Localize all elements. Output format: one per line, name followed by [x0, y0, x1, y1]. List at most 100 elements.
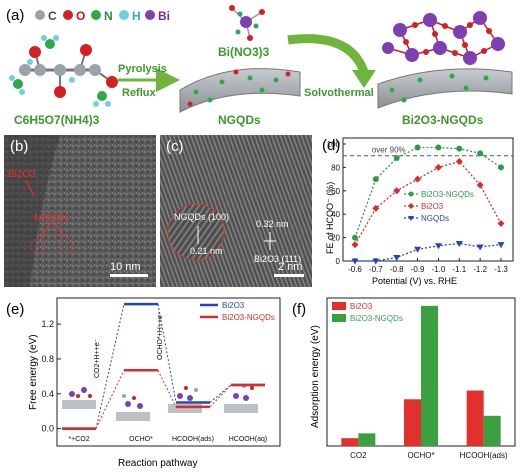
chart-e-category-label: HCOOH(ads) [172, 436, 214, 443]
annotation-ngqds-b: NGQDs [34, 213, 69, 224]
chart-e-ytick-label: 0.4 [41, 389, 54, 399]
chart-e-ytick-label: 0.8 [41, 354, 54, 364]
chart-d-legend-label: Bi2O3-NGQDs [421, 190, 474, 199]
legend-symbol-h: H [132, 9, 141, 23]
chart-e-connector [95, 303, 125, 429]
panel-a-label: (a) [6, 7, 24, 24]
legend-symbol-c: C [48, 9, 57, 23]
bi2o3-cluster [382, 11, 505, 65]
panel-f-label: (f) [292, 301, 306, 318]
chart-d-point [372, 258, 380, 265]
chart-d-point [477, 150, 484, 157]
legend-atom-n [91, 10, 101, 20]
chart-e-category-label: OCHO* [129, 436, 153, 443]
ngqd-lattice-region [167, 203, 225, 261]
chart-d-point [456, 145, 463, 152]
chart-d-point [351, 258, 359, 265]
chart-d-point [393, 155, 400, 162]
legend-atom-o [63, 10, 73, 20]
chart-d-point [497, 242, 505, 249]
panel-a: (a) C O N H Bi [6, 5, 513, 127]
chart-e-connector [209, 384, 232, 403]
chart-f-legend-label: Bi2O3-NGQDs [350, 314, 403, 323]
chart-f-bar [421, 305, 438, 446]
chart-d-point [372, 176, 379, 183]
chart-d-ytick-label: 0 [336, 257, 341, 266]
chart-e-connector [95, 370, 125, 429]
chart-d-point [372, 204, 380, 212]
chart-d-legend-marker [408, 216, 414, 221]
chart-d-point [455, 240, 463, 247]
chart-d-frame [342, 137, 514, 262]
chart-e-series [62, 302, 265, 430]
chart-d-legend-label: Bi2O3 [421, 202, 444, 211]
panel-c-label: (c) [166, 138, 184, 155]
chart-d-point [455, 158, 463, 166]
citrate-molecule [9, 35, 118, 107]
chart-e-legend-label: Bi2O3 [222, 301, 245, 310]
panel-b: (b) Bi2O3 NGQDs 10 nm [4, 135, 156, 287]
chart-f-bar [483, 415, 501, 446]
legend-atom-h [119, 10, 129, 20]
chart-d-point [434, 243, 442, 250]
panel-d-label: (d) [322, 137, 340, 154]
chart-d-legend-marker [408, 203, 414, 209]
chart-d-xtick-label: -0.6 [348, 265, 362, 274]
chart-e-connector [209, 384, 232, 408]
chart-e-xticks: *+CO2 OCHO* HCOOH(ads) HCOOH(aq) [68, 436, 267, 443]
arrow-solvothermal-head [352, 70, 376, 88]
chart-e-xlabel: Reaction pathway [118, 458, 198, 469]
chart-d-legend: Bi2O3-NGQDs Bi2O3 NGQDs [404, 190, 474, 223]
bi-nitrate-molecule [229, 5, 265, 41]
chart-f-xticks: CO2 OCHO* HCOOH(ads) [350, 451, 508, 460]
ngqd-circle-2 [58, 236, 74, 252]
chart-d-series-line [354, 160, 502, 245]
chart-d-xticks: -0.6 -0.7 -0.8 -0.9 -1.0 -1.1 -1.2 -1.3 [348, 258, 508, 274]
chart-d-threshold-label: over 90% [372, 146, 406, 155]
intermediate-label: NGQDs [218, 113, 261, 127]
chart-d-xtick-label: -1.1 [452, 265, 466, 274]
precursor-formula: C6H5O7(NH4)3 [14, 113, 100, 127]
chart-f-bar [341, 438, 359, 446]
annotation-ngqds-100: NGQDs (100) [174, 212, 229, 222]
product-sheet [377, 68, 513, 109]
chart-d-point [393, 254, 401, 261]
chart-f-legend-label: Bi2O3 [350, 302, 373, 311]
chart-d-yticks: 0 20 40 60 80 100 [327, 140, 346, 266]
panel-d: (d) FE of HCOO⁻ (%) Potential (V) vs. RH… [322, 137, 514, 286]
panel-c: (c) NGQDs (100) 0.21 nm 0.32 nm Bi2O3 (1… [160, 135, 312, 287]
chart-f-bars [341, 305, 501, 446]
product-label: Bi2O3-NGQDs [402, 113, 484, 127]
reagent-label: Bi(NO3)3 [218, 45, 270, 59]
chart-e-step-label-2: OCHO*+H++e⁻ [157, 311, 164, 360]
chart-e-connector [157, 304, 177, 403]
annotation-bi2o3-b-pointer [25, 179, 35, 197]
chart-f-bar [404, 399, 421, 446]
legend-atom-bi [145, 10, 155, 20]
chart-d-legend-label: NGQDs [421, 214, 449, 223]
legend-symbol-bi: Bi [158, 9, 170, 23]
annotation-ngqds-b-pointer-2 [55, 223, 65, 239]
chart-d-series [351, 144, 505, 265]
chart-f-legend-swatch [332, 302, 346, 310]
chart-d-xtick-label: -0.9 [411, 265, 425, 274]
element-legend: C O N H Bi [35, 9, 170, 23]
chart-d-point [497, 220, 505, 228]
annotation-spacing-021: 0.21 nm [190, 246, 223, 256]
chart-f-legend: Bi2O3 Bi2O3-NGQDs [332, 302, 403, 323]
chart-d-ytick-label: 60 [331, 187, 340, 196]
chart-d-series-line [355, 242, 502, 262]
chart-e-category-label: *+CO2 [68, 436, 89, 443]
step1-bottom-label: Reflux [122, 87, 157, 99]
chart-d-ytick-label: 80 [331, 163, 340, 172]
chart-d-ytick-label: 20 [331, 234, 340, 243]
panel-e-label: (e) [6, 301, 24, 318]
chart-e-ylabel: Free energy (eV) [28, 334, 39, 410]
legend-symbol-o: O [76, 9, 85, 23]
scale-bar-b [110, 274, 148, 277]
chart-d-point [393, 187, 401, 195]
chart-d-point [351, 241, 359, 249]
annotation-spacing-032: 0.32 nm [256, 219, 289, 229]
chart-d-series-line [354, 146, 502, 238]
chart-d-point [414, 246, 422, 253]
